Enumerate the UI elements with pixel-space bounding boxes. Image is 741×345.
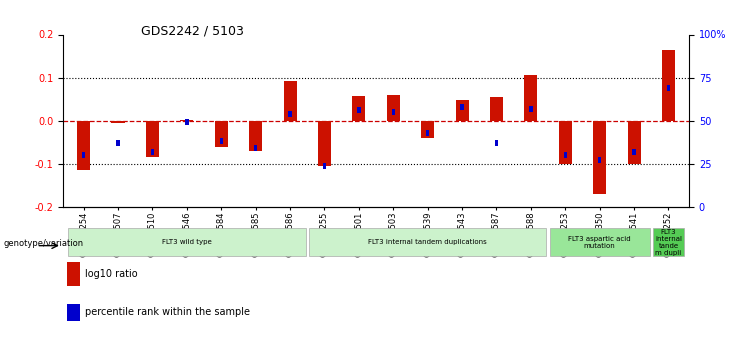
Bar bbox=[529, 106, 533, 112]
Bar bbox=[352, 96, 365, 121]
Bar bbox=[525, 76, 537, 121]
Bar bbox=[309, 228, 546, 256]
Bar bbox=[357, 107, 361, 114]
Bar bbox=[111, 121, 124, 123]
Bar bbox=[495, 140, 498, 146]
Bar bbox=[653, 228, 684, 256]
Bar bbox=[318, 121, 331, 166]
Bar bbox=[426, 130, 429, 136]
Bar bbox=[421, 121, 434, 138]
Text: GDS2242 / 5103: GDS2242 / 5103 bbox=[141, 24, 244, 37]
Text: log10 ratio: log10 ratio bbox=[85, 269, 138, 279]
Bar bbox=[632, 149, 636, 155]
Text: FLT3
internal
tande
m dupli: FLT3 internal tande m dupli bbox=[655, 229, 682, 256]
Bar bbox=[559, 121, 572, 164]
Bar bbox=[116, 140, 120, 146]
Bar bbox=[284, 81, 296, 121]
Bar bbox=[146, 121, 159, 157]
Bar bbox=[387, 95, 400, 121]
Text: FLT3 internal tandem duplications: FLT3 internal tandem duplications bbox=[368, 239, 487, 245]
Bar bbox=[288, 111, 292, 117]
Bar bbox=[77, 121, 90, 170]
Text: FLT3 wild type: FLT3 wild type bbox=[162, 239, 212, 245]
Text: percentile rank within the sample: percentile rank within the sample bbox=[85, 307, 250, 317]
Bar bbox=[662, 50, 675, 121]
Bar bbox=[82, 152, 85, 158]
Bar bbox=[593, 121, 606, 194]
Bar bbox=[628, 121, 641, 164]
Bar bbox=[456, 100, 468, 121]
Bar bbox=[391, 109, 395, 115]
Bar bbox=[550, 228, 650, 256]
Text: FLT3 aspartic acid
mutation: FLT3 aspartic acid mutation bbox=[568, 236, 631, 249]
Text: genotype/variation: genotype/variation bbox=[4, 239, 84, 248]
Bar bbox=[249, 121, 262, 151]
Bar bbox=[185, 119, 188, 126]
Bar bbox=[180, 120, 193, 121]
Bar bbox=[564, 152, 567, 158]
Bar bbox=[460, 104, 464, 110]
Bar bbox=[598, 157, 602, 164]
Bar bbox=[215, 121, 227, 147]
Bar bbox=[323, 162, 326, 169]
Bar bbox=[667, 85, 670, 91]
Bar bbox=[68, 228, 305, 256]
Bar bbox=[150, 149, 154, 155]
Bar bbox=[490, 97, 503, 121]
Bar bbox=[219, 138, 223, 145]
Bar bbox=[254, 145, 257, 151]
